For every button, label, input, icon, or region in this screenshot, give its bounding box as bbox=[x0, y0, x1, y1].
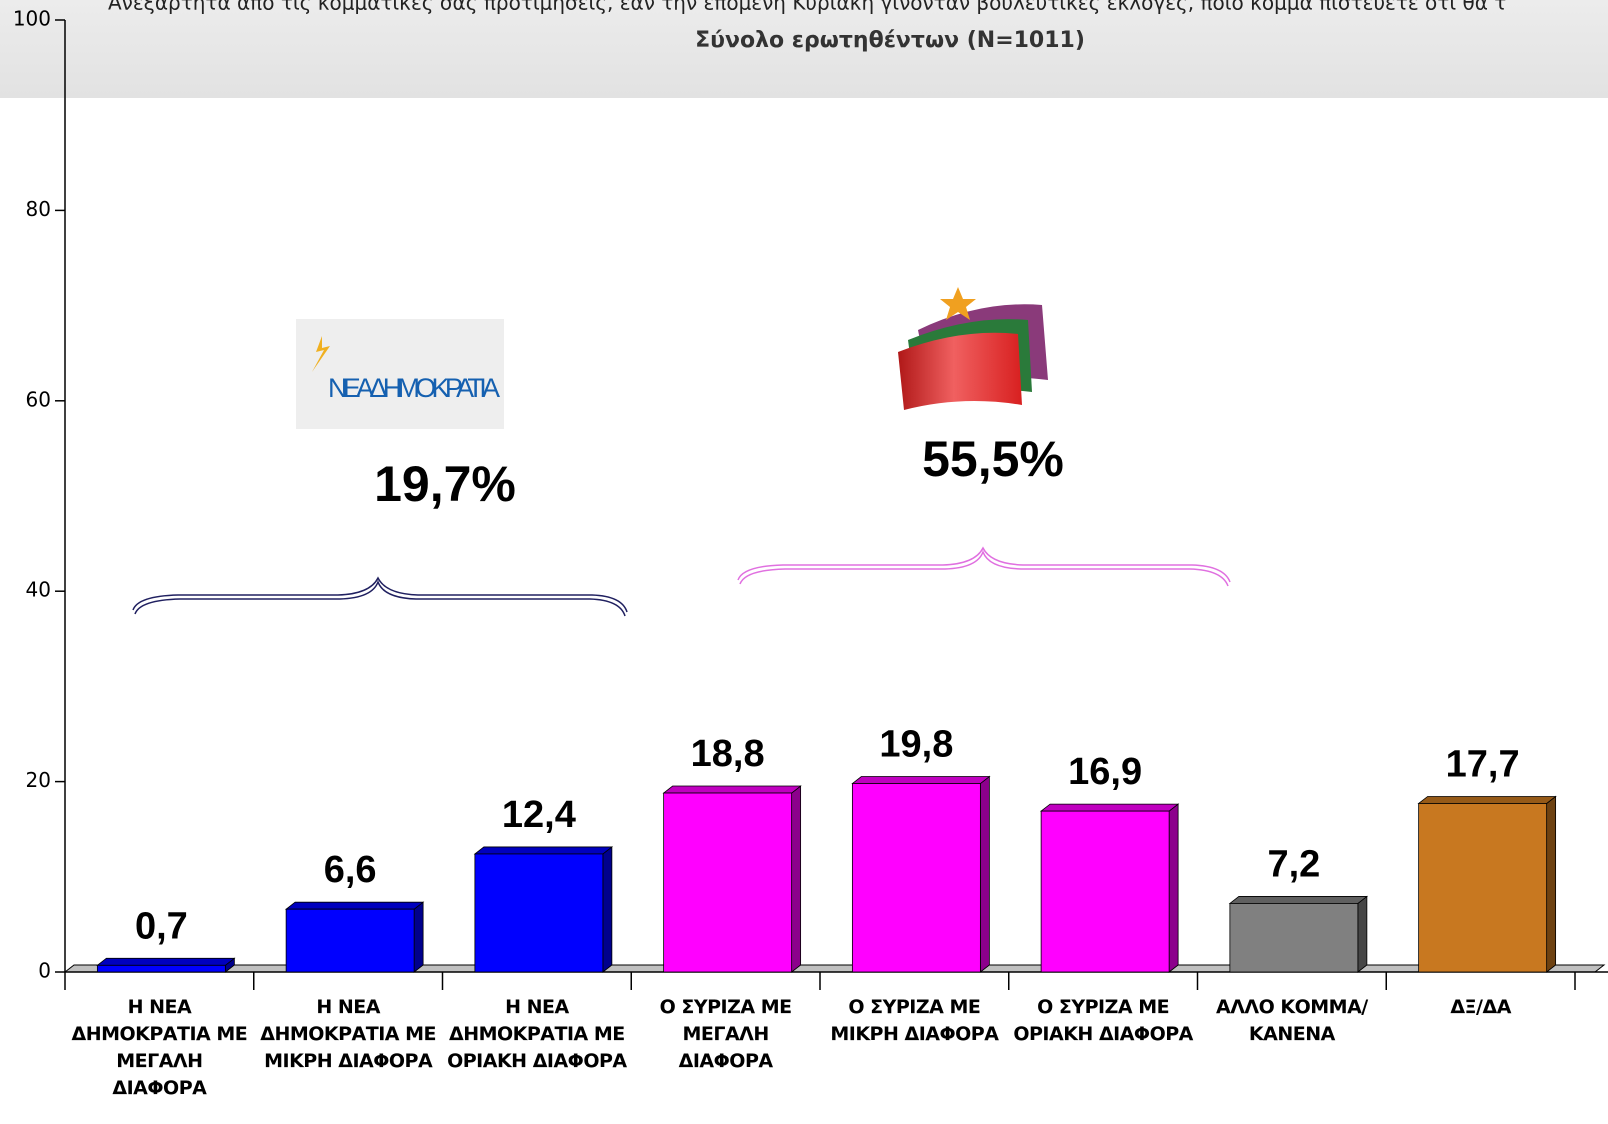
bar-top bbox=[1417, 796, 1557, 804]
bar-top bbox=[1228, 896, 1369, 904]
value-label: 17,7 bbox=[1446, 744, 1520, 786]
y-tick-label: 20 bbox=[26, 768, 51, 792]
x-tick-label: Ο ΣΥΡΙΖΑ ΜΕ ΜΙΚΡΗ ΔΙΑΦΟΡΑ bbox=[830, 996, 999, 1045]
syriza-logo-star bbox=[940, 287, 976, 320]
value-label: 0,7 bbox=[135, 905, 188, 947]
x-tick-label: ΔΞ/ΔΑ bbox=[1450, 996, 1511, 1018]
bar bbox=[1040, 810, 1170, 973]
bar-side bbox=[1546, 795, 1557, 973]
bar bbox=[96, 964, 226, 973]
x-tick-label: Η ΝΕΑ ΔΗΜΟΚΡΑΤΙΑ ΜΕ ΜΕΓΑΛΗ ΔΙΑΦΟΡΑ bbox=[71, 996, 247, 1099]
value-label: 18,8 bbox=[691, 733, 765, 775]
x-tick-label: ΑΛΛΟ ΚΟΜΜΑ/ΚΑΝΕΝΑ bbox=[1216, 996, 1368, 1045]
bar-top bbox=[96, 957, 236, 966]
value-label: 16,9 bbox=[1068, 751, 1142, 793]
bar-side bbox=[1357, 895, 1368, 973]
value-label: 19,8 bbox=[879, 724, 953, 766]
chart-subtitle: Σύνολο ερωτηθέντων (N=1011) bbox=[695, 28, 1085, 53]
x-tick-label: Η ΝΕΑ ΔΗΜΟΚΡΑΤΙΑ ΜΕ ΟΡΙΑΚΗ ΔΙΑΦΟΡΑ bbox=[447, 996, 627, 1072]
x-tick-label: Ο ΣΥΡΙΖΑ ΜΕ ΟΡΙΑΚΗ ΔΙΑΦΟΡΑ bbox=[1013, 996, 1193, 1045]
value-label: 7,2 bbox=[1267, 843, 1320, 885]
group-total: 55,5% bbox=[922, 431, 1064, 487]
group-total: 19,7% bbox=[374, 456, 516, 512]
bar bbox=[1418, 803, 1548, 973]
bar bbox=[851, 783, 981, 973]
nd-logo-bg bbox=[296, 319, 504, 429]
bar-top bbox=[473, 846, 614, 855]
value-label: 12,4 bbox=[502, 794, 576, 836]
bar-top bbox=[662, 785, 802, 794]
bar-side bbox=[413, 901, 424, 973]
nd-logo-text: ΝΕΑΔΗΜΟΚΡΑΤΙΑ bbox=[328, 373, 500, 403]
y-tick-label: 60 bbox=[26, 387, 51, 411]
bar-side bbox=[602, 846, 613, 973]
x-tick-label: Ο ΣΥΡΙΖΑ ΜΕ ΜΕΓΑΛΗ ΔΙΑΦΟΡΑ bbox=[660, 996, 792, 1072]
syriza-logo-flag bbox=[898, 332, 1022, 410]
bar-side bbox=[1168, 803, 1179, 973]
syriza-brace bbox=[737, 546, 1231, 587]
chart-title: Ανεξάρτητα από τις κομματικές σας προτιμ… bbox=[108, 0, 1506, 15]
bar bbox=[285, 908, 415, 973]
bar bbox=[1229, 903, 1359, 973]
nd-brace bbox=[132, 576, 628, 617]
value-label: 6,6 bbox=[324, 849, 377, 891]
x-tick-label: Η ΝΕΑ ΔΗΜΟΚΡΑΤΙΑ ΜΕ ΜΙΚΡΗ ΔΙΑΦΟΡΑ bbox=[260, 996, 436, 1072]
bar bbox=[474, 853, 604, 973]
y-tick-label: 0 bbox=[38, 959, 51, 983]
bar-top bbox=[1039, 803, 1180, 812]
bar-top bbox=[851, 776, 991, 784]
header-band bbox=[0, 0, 1608, 98]
y-tick-label: 100 bbox=[13, 7, 51, 31]
bar-top bbox=[284, 901, 425, 910]
y-tick-label: 40 bbox=[26, 578, 51, 602]
bar-side bbox=[979, 775, 990, 973]
bar bbox=[663, 792, 793, 973]
y-tick-label: 80 bbox=[26, 197, 51, 221]
nd-logo-bolt bbox=[312, 336, 330, 372]
bar-side bbox=[791, 785, 802, 973]
